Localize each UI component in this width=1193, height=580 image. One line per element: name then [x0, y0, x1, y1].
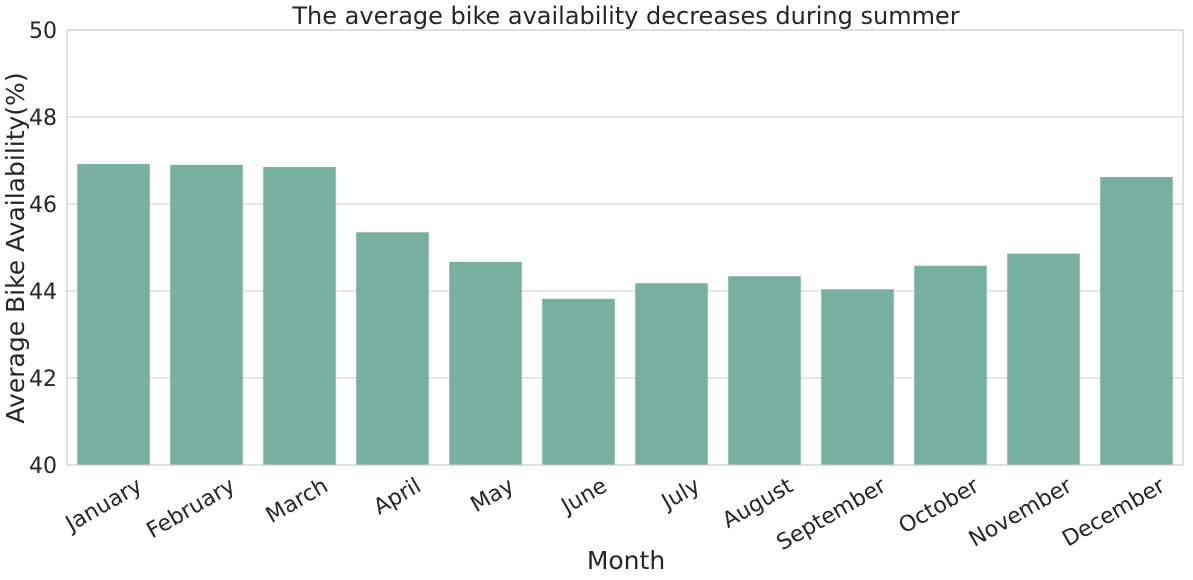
- plot-frame: [66, 29, 1184, 466]
- x-tick-label-january: January: [60, 474, 146, 538]
- x-tick-label-june: June: [556, 474, 612, 521]
- bar-january: [77, 163, 150, 466]
- x-tick-label-december: December: [1058, 473, 1170, 552]
- bar-december: [1100, 177, 1173, 465]
- x-axis-label: Month: [587, 546, 665, 575]
- bar-february: [170, 164, 243, 465]
- chart-title: The average bike availability decreases …: [291, 2, 959, 30]
- y-tick-label: 48: [29, 106, 57, 131]
- x-tick-label-april: April: [369, 474, 425, 521]
- y-tick-label: 50: [29, 19, 57, 44]
- x-tick-label-august: August: [718, 473, 797, 533]
- y-tick-label: 46: [29, 193, 57, 218]
- bar-july: [635, 283, 708, 465]
- y-tick-label: 42: [29, 367, 57, 392]
- x-tick-label-november: November: [965, 473, 1077, 552]
- x-tick-label-february: February: [143, 474, 240, 544]
- bar-june: [542, 298, 615, 465]
- x-tick-label-july: July: [656, 474, 705, 516]
- x-tick-label-march: March: [262, 474, 333, 529]
- y-tick-label: 44: [29, 280, 57, 305]
- x-tick-label-may: May: [467, 474, 519, 518]
- y-tick-label: 40: [29, 454, 57, 479]
- y-axis-label: Average Bike Availability(%): [1, 72, 30, 423]
- bar-november: [1007, 253, 1080, 465]
- bar-march: [263, 167, 336, 465]
- bars-layer: [77, 163, 1173, 466]
- bar-april: [356, 232, 429, 465]
- bar-may: [449, 261, 522, 465]
- bar-august: [728, 276, 801, 465]
- y-tick-labels: 40 42 44 46 48 50: [29, 19, 57, 479]
- bar-september: [821, 289, 894, 465]
- bar-october: [914, 265, 987, 465]
